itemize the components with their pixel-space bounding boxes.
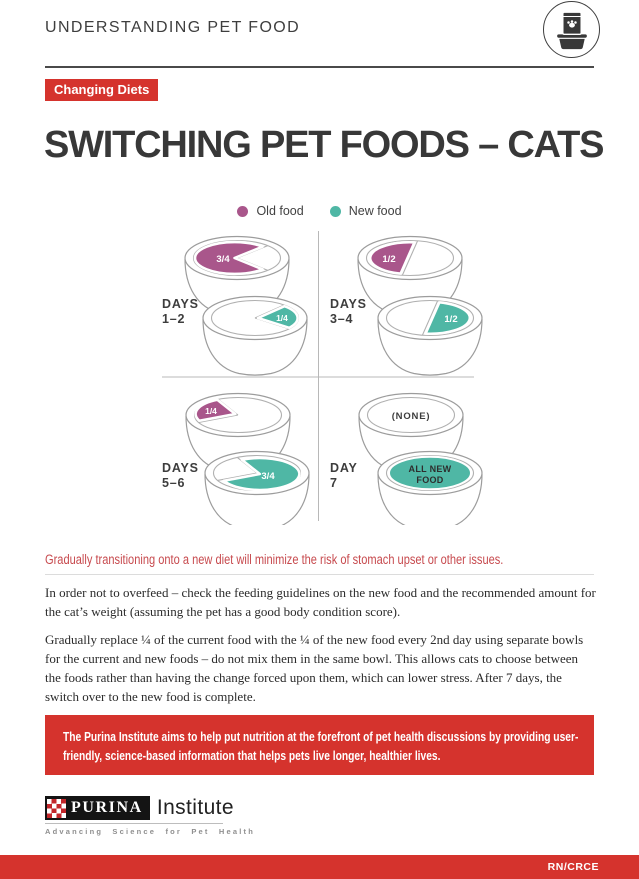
pet-food-bag-and-bowl-icon bbox=[543, 1, 600, 58]
old-food-bowl-empty: (NONE) bbox=[358, 392, 464, 473]
transition-diagram: DAYS 1–2 3/4 1/4 DAYS 3–4 bbox=[162, 231, 483, 525]
fraction-label: 1/4 bbox=[276, 313, 288, 323]
day-label: DAY bbox=[330, 461, 358, 475]
new-food-bowl: 1/2 bbox=[377, 295, 483, 376]
institute-label: Institute bbox=[156, 796, 234, 819]
old-food-dot-icon bbox=[237, 205, 249, 217]
section-divider bbox=[45, 574, 594, 575]
new-food-slice bbox=[256, 304, 299, 330]
old-food-slice bbox=[193, 240, 264, 276]
day-label: DAYS bbox=[330, 297, 367, 311]
legend-label-new: New food bbox=[348, 204, 402, 218]
legend: Old food New food bbox=[0, 204, 639, 218]
quadrant-day-7: DAY 7 (NONE) ALL NEW FOOD bbox=[330, 392, 483, 525]
day-range-label: 1–2 bbox=[162, 312, 185, 326]
quadrant-divider-lines bbox=[162, 231, 474, 521]
day-label: DAYS bbox=[162, 297, 199, 311]
fraction-label: 3/4 bbox=[261, 471, 275, 482]
day-label: DAYS bbox=[162, 461, 199, 475]
fraction-label: 1/4 bbox=[205, 406, 217, 416]
body-paragraph-2: Gradually replace ¼ of the current food … bbox=[45, 632, 584, 704]
new-food-dot-icon bbox=[329, 205, 341, 217]
old-food-bowl: 1/2 bbox=[357, 235, 463, 316]
quadrant-days-5-6: DAYS 5–6 1/4 3/4 bbox=[162, 392, 310, 525]
old-food-slice bbox=[368, 240, 416, 275]
quadrant-days-3-4: DAYS 3–4 1/2 1/2 bbox=[330, 235, 483, 376]
old-food-slice bbox=[194, 398, 237, 423]
info-banner: The Purina Institute aims to help put nu… bbox=[45, 715, 594, 775]
purina-wordmark-block: PURINA bbox=[45, 796, 150, 820]
purina-institute-logo: PURINA Institute Advancing Science for P… bbox=[45, 796, 255, 836]
new-food-bowl: 3/4 bbox=[204, 450, 310, 525]
new-food-bowl-full: ALL NEW FOOD bbox=[377, 450, 483, 525]
day-range-label: 5–6 bbox=[162, 476, 185, 490]
new-food-slice bbox=[222, 456, 301, 492]
paw-print bbox=[566, 19, 577, 28]
quadrant-days-1-2: DAYS 1–2 3/4 1/4 bbox=[162, 235, 308, 376]
footer-bar: RN/CRCE bbox=[0, 855, 639, 879]
portion-divider bbox=[421, 300, 439, 336]
fraction-label: 3/4 bbox=[216, 254, 230, 265]
none-label: (NONE) bbox=[392, 411, 431, 422]
pet-food-icon-art bbox=[555, 10, 588, 50]
fraction-label: 1/2 bbox=[382, 254, 395, 265]
header-title: UNDERSTANDING PET FOOD bbox=[45, 19, 301, 36]
info-banner-text: The Purina Institute aims to help put nu… bbox=[63, 730, 579, 763]
all-new-food-label-line2: FOOD bbox=[416, 475, 443, 485]
logo-tagline: Advancing Science for Pet Health bbox=[45, 827, 256, 836]
old-food-bowl: 3/4 bbox=[184, 235, 290, 316]
day-range-label: 3–4 bbox=[330, 312, 353, 326]
fraction-label: 1/2 bbox=[444, 314, 457, 325]
legend-item-new-food: New food bbox=[329, 204, 402, 218]
purina-checkerboard-icon bbox=[47, 798, 66, 818]
callout-text: Gradually transitioning onto a new diet … bbox=[45, 552, 504, 567]
purina-brand-text: PURINA bbox=[71, 799, 143, 816]
old-food-bowl: 1/4 bbox=[185, 392, 291, 473]
page-title: SWITCHING PET FOODS – CATS bbox=[44, 124, 604, 166]
logo-row: PURINA Institute bbox=[45, 796, 255, 820]
legend-label-old: Old food bbox=[256, 204, 304, 218]
changing-diets-badge: Changing Diets bbox=[45, 79, 159, 101]
footer-code: RN/CRCE bbox=[547, 861, 599, 873]
body-paragraph-1: In order not to overfeed – check the fee… bbox=[45, 585, 596, 619]
logo-divider bbox=[45, 823, 223, 824]
all-new-food-label-line1: ALL NEW bbox=[409, 464, 452, 474]
day-range-label: 7 bbox=[330, 476, 338, 490]
legend-item-old-food: Old food bbox=[237, 204, 304, 218]
new-food-bowl: 1/4 bbox=[202, 295, 308, 376]
bowl-shape bbox=[556, 35, 587, 50]
all-new-food-fill bbox=[388, 455, 472, 491]
header-divider bbox=[45, 66, 594, 68]
new-food-slice bbox=[424, 301, 472, 336]
portion-divider bbox=[401, 240, 419, 276]
